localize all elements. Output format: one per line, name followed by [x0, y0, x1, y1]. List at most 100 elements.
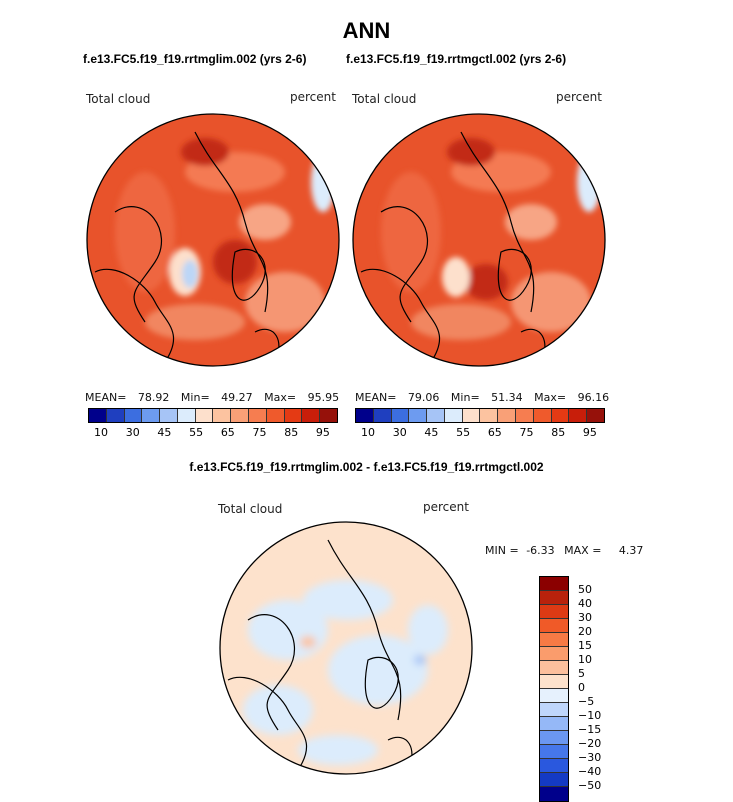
- diff-colorbar-label: −50: [578, 779, 602, 792]
- colorbar-tick-label: 30: [125, 426, 140, 439]
- diff-title: f.e13.FC5.f19_f19.rrtmglim.002 - f.e13.F…: [189, 460, 544, 474]
- diff-min-value: -6.33: [526, 544, 555, 557]
- colorbar-tick-label: 45: [424, 426, 439, 439]
- colorbar-swatch: [551, 409, 570, 422]
- colorbar-swatch: [320, 409, 337, 422]
- panel1-units-label: percent: [290, 90, 336, 104]
- panel2-units-label: percent: [556, 90, 602, 104]
- panel1-min-label: Min=: [180, 391, 210, 404]
- colorbar-swatch: [284, 409, 303, 422]
- diff-colorbar-swatch: [540, 773, 568, 787]
- diff-units-label: percent: [423, 500, 469, 514]
- diff-colorbar-swatch: [540, 717, 568, 731]
- panel2-max-label: Max=: [534, 391, 567, 404]
- diff-colorbar-swatch: [540, 745, 568, 759]
- diff-polar-map: [219, 521, 473, 775]
- panel1-mean-value: 78.92: [137, 391, 170, 404]
- colorbar-tick-label: 10: [361, 426, 375, 439]
- diff-colorbar-label: 30: [578, 611, 592, 624]
- colorbar-tick-label: 30: [392, 426, 407, 439]
- colorbar-swatch: [587, 409, 604, 422]
- colorbar-tick-label: 85: [551, 426, 566, 439]
- diff-colorbar-label: −40: [578, 765, 602, 778]
- colorbar-swatch: [195, 409, 214, 422]
- colorbar-tick-label: 65: [220, 426, 235, 439]
- panel2-mean-value: 79.06: [407, 391, 440, 404]
- colorbar-swatch: [356, 409, 374, 422]
- diff-colorbar-swatch: [540, 605, 568, 619]
- diff-colorbar-swatch: [540, 577, 568, 591]
- colorbar-swatch: [142, 409, 161, 422]
- diff-colorbar: [539, 576, 569, 802]
- colorbar-tick-label: 75: [252, 426, 267, 439]
- diff-colorbar-swatch: [540, 591, 568, 605]
- colorbar-tick-label: 65: [487, 426, 502, 439]
- colorbar-swatch: [498, 409, 517, 422]
- diff-colorbar-swatch: [540, 689, 568, 703]
- diff-colorbar-labels: 50 40 30 20 15 10 5 0 −5 −10 −15 −20 −30 −40 −50: [578, 576, 601, 800]
- colorbar-swatch: [231, 409, 250, 422]
- colorbar-swatch: [516, 409, 534, 422]
- colorbar-tick-label: 95: [582, 426, 597, 439]
- panel2-polar-map: [352, 113, 606, 367]
- diff-colorbar-label: −30: [578, 751, 602, 764]
- panel1-min-value: 49.27: [221, 391, 253, 404]
- colorbar-tick-label: 75: [519, 426, 534, 439]
- panel2-min-value: 51.34: [491, 391, 523, 404]
- diff-colorbar-swatch: [540, 647, 568, 661]
- diff-colorbar-swatch: [540, 633, 568, 647]
- diff-colorbar-label: 50: [578, 583, 592, 596]
- diff-colorbar-label: 10: [578, 653, 592, 666]
- panel2-colorbar-ticks: 10 30 45 55 65 75 85 95: [361, 426, 597, 439]
- panel1-variable-label: Total cloud: [86, 92, 151, 106]
- panel1-colorbar-ticks: 10 30 45 55 65 75 85 95: [94, 426, 330, 439]
- main-title: ANN: [342, 18, 391, 43]
- colorbar-tick-label: 55: [189, 426, 204, 439]
- panel2-min-label: Min=: [450, 391, 480, 404]
- panel1-mean-label: MEAN=: [85, 391, 127, 404]
- colorbar-swatch: [266, 409, 285, 422]
- colorbar-swatch: [444, 409, 463, 422]
- diff-max-value: 4.37: [618, 544, 644, 557]
- colorbar-tick-label: 45: [157, 426, 172, 439]
- case1-title: f.e13.FC5.f19_f19.rrtmglim.002 (yrs 2-6): [83, 52, 307, 66]
- colorbar-swatch: [533, 409, 552, 422]
- colorbar-swatch: [427, 409, 445, 422]
- diff-colorbar-swatch: [540, 759, 568, 773]
- diff-colorbar-swatch: [540, 787, 568, 801]
- panel2-max-value: 96.16: [577, 391, 610, 404]
- diff-colorbar-label: −5: [578, 695, 595, 708]
- diff-colorbar-label: 40: [578, 597, 592, 610]
- panel1-polar-map: [86, 113, 340, 367]
- case2-title: f.e13.FC5.f19_f19.rrtmgctl.002 (yrs 2-6): [346, 52, 567, 66]
- colorbar-tick-label: 10: [94, 426, 108, 439]
- diff-colorbar-label: −15: [578, 723, 602, 736]
- colorbar-swatch: [89, 409, 107, 422]
- diff-min-label: MIN =: [485, 544, 519, 557]
- panel2-colorbar: [355, 408, 605, 423]
- diff-colorbar-label: 5: [578, 667, 585, 680]
- colorbar-swatch: [177, 409, 196, 422]
- colorbar-tick-label: 95: [315, 426, 330, 439]
- colorbar-tick-label: 85: [284, 426, 299, 439]
- diff-max-label: MAX =: [564, 544, 602, 557]
- panel2-stats: MEAN= 79.06 Min= 51.34 Max= 96.16: [355, 391, 609, 404]
- colorbar-swatch: [409, 409, 428, 422]
- colorbar-swatch: [106, 409, 125, 422]
- colorbar-swatch: [569, 409, 588, 422]
- panel1-max-value: 95.95: [307, 391, 340, 404]
- panel2-variable-label: Total cloud: [352, 92, 417, 106]
- colorbar-swatch: [213, 409, 232, 422]
- colorbar-swatch: [480, 409, 499, 422]
- diff-colorbar-label: 20: [578, 625, 592, 638]
- diff-variable-label: Total cloud: [218, 502, 283, 516]
- diff-colorbar-swatch: [540, 731, 568, 745]
- colorbar-tick-label: 55: [456, 426, 471, 439]
- colorbar-swatch: [373, 409, 392, 422]
- diff-colorbar-label: −10: [578, 709, 602, 722]
- colorbar-swatch: [124, 409, 143, 422]
- diff-colorbar-swatch: [540, 703, 568, 717]
- diff-colorbar-label: 0: [578, 681, 585, 694]
- colorbar-swatch: [160, 409, 178, 422]
- panel2-mean-label: MEAN=: [355, 391, 397, 404]
